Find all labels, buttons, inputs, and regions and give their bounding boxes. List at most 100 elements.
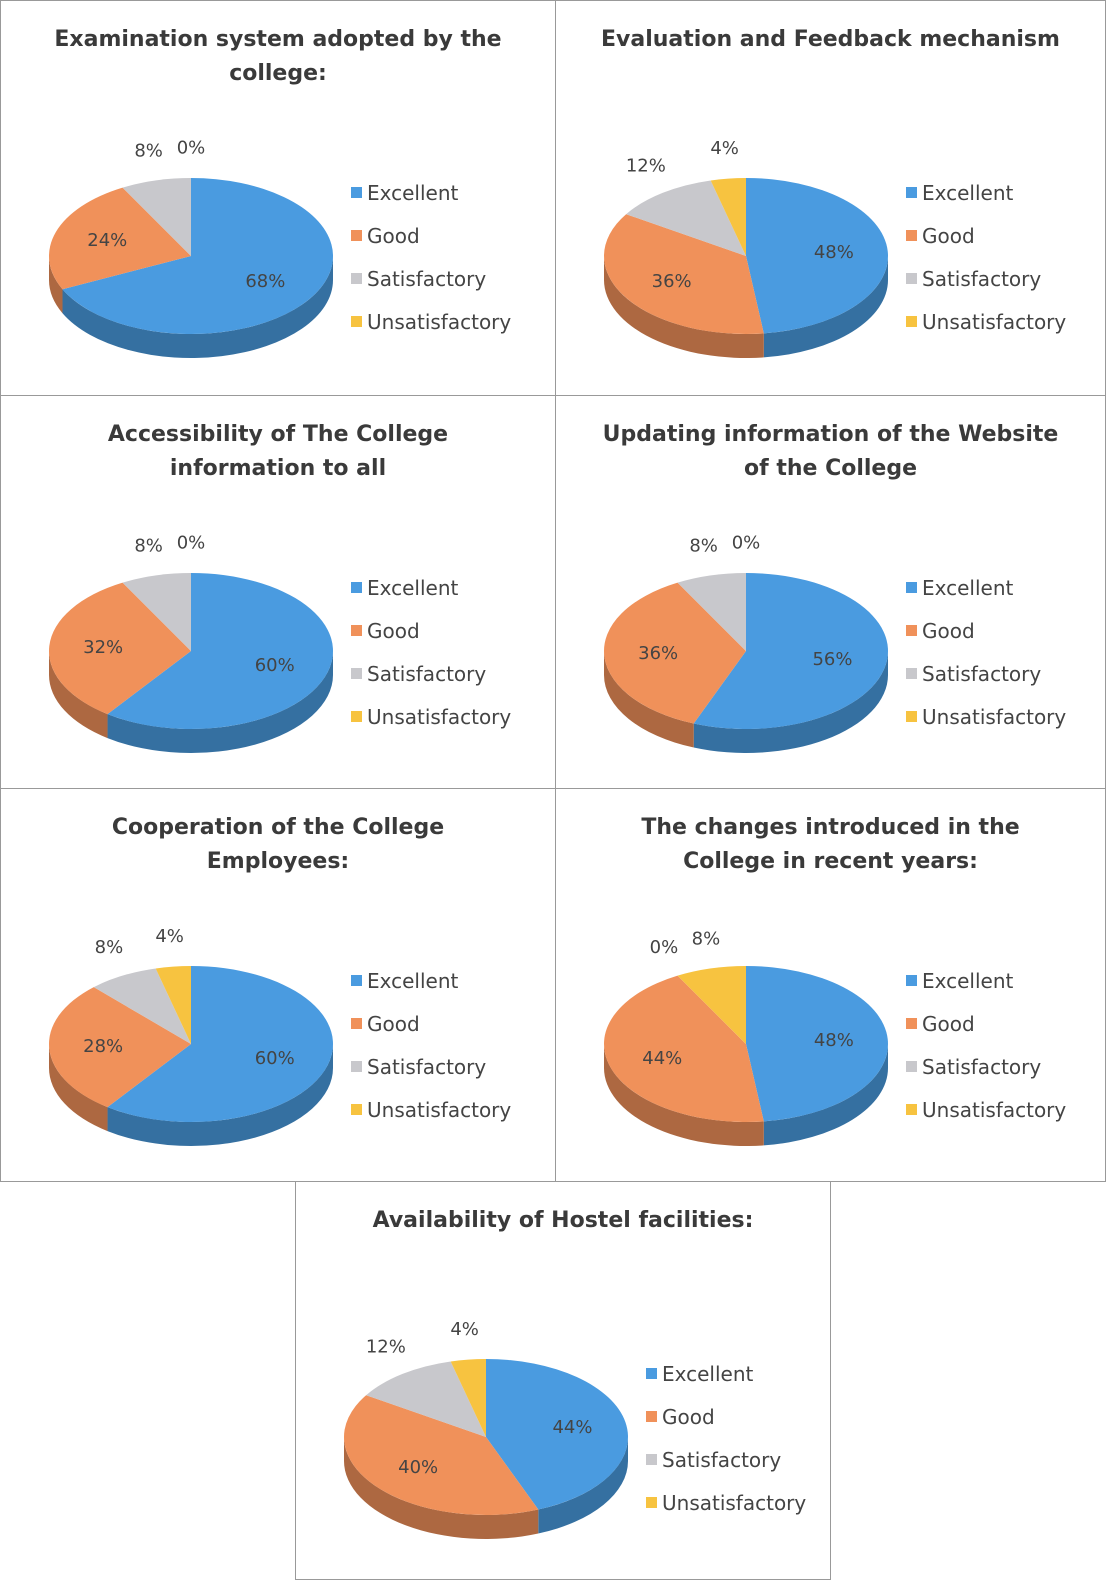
data-label: 68% (245, 271, 285, 292)
legend-label: Unsatisfactory (367, 704, 512, 729)
slice-top (122, 573, 191, 651)
pie-slice (746, 966, 888, 1146)
legend: Excellent Good Satisfactory Unsatisfactory (351, 959, 511, 1131)
pie-slice (604, 582, 746, 748)
legend-swatch (351, 668, 362, 679)
legend-swatch (646, 1368, 657, 1379)
legend-item: Excellent (906, 171, 1066, 214)
data-label: 0% (177, 137, 206, 158)
legend-label: Unsatisfactory (367, 309, 512, 334)
pie-slice (677, 966, 746, 1044)
legend-swatch (351, 1018, 362, 1029)
legend-item: Satisfactory (906, 652, 1066, 695)
legend-item: Good (906, 1002, 1066, 1045)
chart-panel: 48% 44% 0% 8% Excellent Good Satisfactory Unsat… (555, 788, 1106, 1182)
slice-side (107, 651, 334, 753)
slice-top (155, 966, 191, 1044)
legend-swatch (906, 230, 917, 241)
pie-slice (677, 573, 746, 651)
legend-swatch (906, 1104, 917, 1115)
pie-slice (48, 582, 191, 739)
legend-label: Excellent (662, 1361, 754, 1386)
data-label: 48% (814, 1030, 854, 1051)
chart-panel: 60% 28% 8% 4% Excellent Good Satisfactory Unsat… (0, 788, 556, 1182)
chart-panel: 44% 40% 12% 4% Excellent Good Satisfactory Unsa… (295, 1181, 831, 1580)
legend-label: Satisfactory (367, 1054, 487, 1079)
data-label: 8% (95, 937, 124, 958)
legend-item: Good (646, 1395, 806, 1438)
legend-label: Good (662, 1404, 715, 1429)
data-label: 12% (626, 155, 666, 176)
slice-side (763, 1044, 888, 1146)
slice-top (366, 1361, 486, 1437)
data-label: 40% (398, 1457, 438, 1478)
legend-item: Unsatisfactory (646, 1481, 806, 1524)
legend-item: Good (351, 214, 511, 257)
legend-item: Unsatisfactory (906, 300, 1066, 343)
chart-panel: 48% 36% 12% 4% Excellent Good Satisfactory Unsa… (555, 0, 1106, 396)
legend-swatch (351, 316, 362, 327)
pie-slice (366, 1361, 486, 1437)
data-label: 8% (134, 140, 163, 161)
legend-swatch (351, 711, 362, 722)
data-label: 0% (650, 937, 679, 958)
pie-chart: 60% 32% 8% 0% (48, 532, 334, 753)
legend-item: Unsatisfactory (351, 695, 511, 738)
legend-label: Good (367, 1011, 420, 1036)
slice-top (122, 178, 191, 256)
pie-slice (122, 178, 191, 256)
slice-side (49, 651, 108, 739)
chart-panel: 56% 36% 8% 0% Excellent Good Satisfactory Unsat… (555, 395, 1106, 789)
slice-top (626, 180, 746, 256)
slice-side (62, 256, 333, 358)
slice-side (763, 256, 888, 358)
pie-slice (122, 573, 191, 651)
chart-title: Availability of Hostel facilities: (372, 1208, 754, 1233)
pie-chart: 60% 28% 8% 4% (48, 926, 334, 1146)
legend-item: Good (906, 609, 1066, 652)
legend-swatch (906, 187, 917, 198)
legend-swatch (351, 187, 362, 198)
pie-chart: 48% 36% 12% 4% (604, 138, 888, 359)
data-label: 48% (814, 242, 854, 263)
slice-top (486, 1359, 628, 1510)
legend-item: Satisfactory (351, 652, 511, 695)
legend-swatch (646, 1454, 657, 1465)
legend-label: Excellent (922, 968, 1014, 993)
slice-top (344, 1395, 539, 1515)
pie-slice (604, 975, 764, 1146)
data-label: 44% (642, 1048, 682, 1069)
legend-label: Unsatisfactory (922, 704, 1067, 729)
legend-swatch (906, 975, 917, 986)
legend-label: Excellent (367, 968, 459, 993)
data-label: 0% (732, 532, 761, 553)
legend-item: Satisfactory (646, 1438, 806, 1481)
legend-item: Satisfactory (906, 257, 1066, 300)
pie-slice (48, 187, 191, 314)
pie-chart: 48% 44% 0% 8% (604, 928, 888, 1146)
legend-label: Satisfactory (922, 266, 1042, 291)
legend-swatch (351, 273, 362, 284)
slice-side (344, 1437, 539, 1539)
legend-item: Satisfactory (906, 1045, 1066, 1088)
legend-swatch (906, 711, 917, 722)
slice-top (604, 975, 764, 1122)
data-label: 36% (638, 643, 678, 664)
legend-swatch (351, 582, 362, 593)
pie-slice (450, 1359, 486, 1437)
slice-side (49, 256, 63, 314)
slice-side (49, 1044, 108, 1132)
data-label: 8% (689, 535, 718, 556)
data-label: 36% (652, 271, 692, 292)
legend-item: Excellent (351, 959, 511, 1002)
data-label: 0% (177, 532, 206, 553)
pie-slice (626, 180, 746, 256)
data-label: 4% (155, 926, 184, 947)
legend-label: Good (922, 1011, 975, 1036)
legend-item: Good (906, 214, 1066, 257)
legend-swatch (646, 1497, 657, 1508)
data-label: 12% (366, 1336, 406, 1357)
slice-top (48, 582, 191, 715)
legend-label: Satisfactory (922, 1054, 1042, 1079)
